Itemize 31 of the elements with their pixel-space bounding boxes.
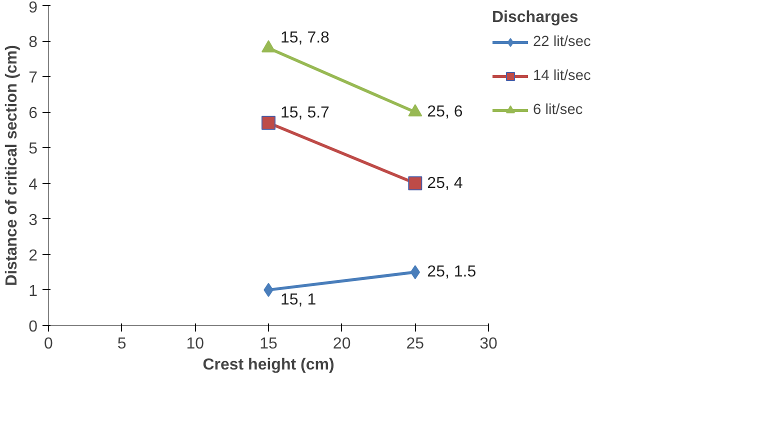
y-tick-label: 4 xyxy=(28,176,38,194)
data-label: 15, 1 xyxy=(280,291,316,308)
y-tick-label: 6 xyxy=(28,105,38,122)
legend-label: 22 lit/sec xyxy=(533,34,591,50)
point xyxy=(408,176,422,190)
legend-title: Discharges xyxy=(492,9,580,27)
y-tick-label: 1 xyxy=(28,282,38,300)
y-tick-label: 0 xyxy=(28,318,38,336)
data-label: 25, 1.5 xyxy=(427,264,476,281)
x-tick-label: 30 xyxy=(480,336,498,352)
x-tick-label: 15 xyxy=(260,336,278,352)
data-label: 15, 5.7 xyxy=(280,104,330,122)
data-label: 25, 4 xyxy=(427,174,463,192)
data-label: 25, 6 xyxy=(427,104,463,121)
x-axis-title: Crest height (cm) xyxy=(202,356,334,374)
y-tick-label: 8 xyxy=(28,34,38,52)
x-tick-label: 5 xyxy=(117,336,126,352)
y-tick-label: 9 xyxy=(28,0,38,16)
y-tick-label: 3 xyxy=(28,212,38,229)
x-tick-label: 0 xyxy=(44,336,54,352)
y-tick-label: 7 xyxy=(28,70,38,87)
y-tick-label: 5 xyxy=(28,140,38,158)
x-tick-label: 10 xyxy=(186,336,204,352)
point xyxy=(262,116,276,130)
data-label: 15, 7.8 xyxy=(280,30,330,47)
y-tick-label: 2 xyxy=(28,247,38,264)
x-tick-label: 20 xyxy=(332,336,351,352)
legend-label: 6 lit/sec xyxy=(533,102,583,118)
legend-label: 14 lit/sec xyxy=(533,68,591,84)
x-tick-label: 25 xyxy=(406,336,424,352)
y-axis-title: Distance of critical section (cm) xyxy=(4,45,21,286)
